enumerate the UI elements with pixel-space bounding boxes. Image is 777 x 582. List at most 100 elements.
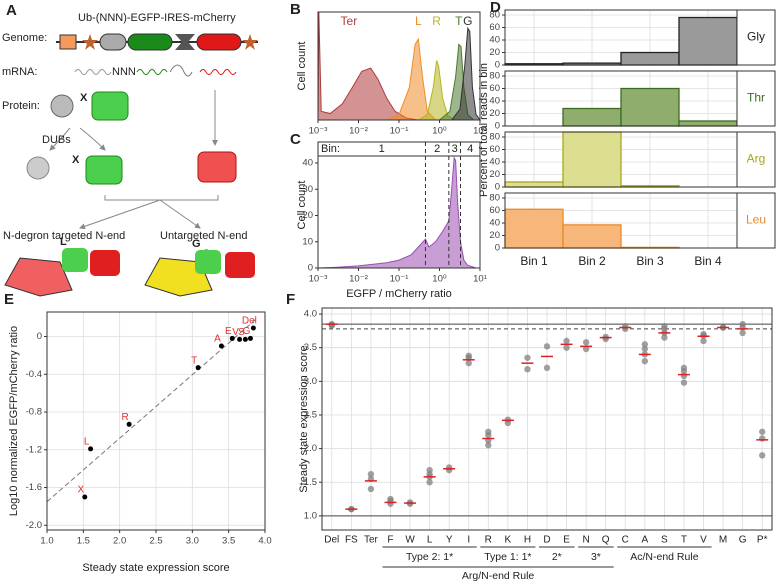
point — [641, 341, 649, 348]
y-tick-label: 2.5 — [304, 409, 317, 420]
x-tick-label: P* — [757, 535, 768, 546]
x-tick-label: W — [405, 535, 415, 546]
bar — [504, 208, 564, 249]
construct-label: Ub-(NNN)-EGFP-IRES-mCherry — [78, 12, 236, 24]
facet-label: Gly — [747, 30, 765, 44]
diagram-a: A Genome: Ub-(NNN)-EGFP-IRES-mCherry mRN… — [2, 2, 258, 297]
x-tick-label: K — [505, 535, 512, 546]
mrna-label: mRNA: — [2, 66, 37, 78]
bin-name: 3 — [452, 143, 458, 155]
x-tick-label: 2.0 — [113, 536, 126, 547]
facet-label: Arg — [747, 152, 766, 166]
point — [445, 464, 453, 471]
point — [367, 485, 375, 493]
series-label: Ter — [341, 14, 358, 28]
bar — [562, 107, 622, 127]
bin-title: Bin: — [321, 143, 340, 155]
y-axis-label: Percent of total reads in bin — [478, 63, 490, 197]
density-area — [317, 156, 477, 269]
x-tick-label: D — [543, 535, 550, 546]
x-tick-label: F — [387, 535, 393, 546]
point-label: V — [232, 327, 239, 338]
mrna-wave — [199, 69, 237, 75]
y-tick-label: 20 — [489, 230, 500, 241]
series-label: T — [455, 14, 463, 28]
y-tick-label: 0 — [37, 331, 42, 342]
y-tick-label: 0 — [495, 121, 500, 132]
point-label: Del — [242, 316, 257, 327]
star — [242, 34, 258, 50]
point — [465, 359, 472, 367]
x-tick-label: H — [524, 535, 531, 546]
untargeted-label: Untargeted N-end — [160, 230, 247, 242]
point — [426, 479, 433, 486]
mcherry-protein — [197, 151, 237, 183]
point-label: A — [214, 334, 221, 345]
x-tick-label: 1.0 — [40, 536, 53, 547]
point — [387, 495, 394, 503]
y-tick-label: 3.5 — [304, 342, 317, 353]
y-tick-label: -2.0 — [26, 520, 42, 531]
series-label: L — [415, 14, 422, 28]
mrna-wave — [74, 69, 112, 75]
x-tick-label: Y — [446, 535, 453, 546]
point — [88, 446, 94, 452]
x-tick-label: N — [583, 535, 590, 546]
x-tick-label: 1.5 — [77, 536, 90, 547]
bracket — [104, 195, 219, 201]
y-tick-label: 60 — [489, 83, 500, 94]
panel-letter: B — [290, 1, 301, 18]
x-tick-label: 10⁰ — [432, 274, 447, 285]
y-tick-label: 4.0 — [304, 309, 317, 320]
point — [661, 322, 668, 330]
point — [543, 343, 551, 350]
bin-name: 4 — [467, 143, 473, 155]
x-tick-label: FS — [345, 535, 358, 546]
x-tick-label: Bin 1 — [520, 254, 548, 268]
cell — [4, 257, 73, 297]
point-label: T — [191, 355, 197, 366]
mcherry-gene — [196, 33, 242, 51]
point — [680, 379, 688, 386]
point — [524, 354, 531, 361]
bar — [678, 120, 738, 127]
y-tick-label: 1.0 — [304, 510, 317, 521]
y-tick-label: 20 — [302, 210, 313, 221]
point — [218, 343, 224, 349]
panel-letter: D — [490, 0, 501, 16]
group-label: Ac/N-end Rule — [630, 551, 698, 563]
x-tick-label: Bin 4 — [694, 254, 722, 268]
point — [485, 442, 492, 449]
x-tick-label: Q — [602, 535, 610, 546]
ub-protein — [26, 156, 50, 180]
point — [739, 320, 746, 328]
point-label: G — [243, 326, 251, 337]
y-tick-label: 40 — [489, 96, 500, 107]
point — [759, 428, 766, 435]
ires — [175, 34, 195, 50]
point — [563, 344, 570, 351]
bin-name: 1 — [379, 143, 385, 155]
point-label: E — [225, 326, 232, 337]
y-tick-label: 0 — [495, 60, 500, 71]
bar — [620, 51, 680, 66]
y-tick-label: 0 — [308, 263, 313, 274]
protein-label: Protein: — [2, 100, 40, 112]
facet-strip — [736, 9, 776, 66]
y-tick-label: 40 — [302, 158, 313, 169]
ub-protein — [50, 94, 74, 118]
x-tick-label: T — [681, 535, 687, 546]
bin-name: 2 — [434, 143, 440, 155]
y-tick-label: 30 — [302, 184, 313, 195]
point — [641, 345, 649, 353]
egfp-protein — [62, 248, 88, 272]
x-tick-label: 3.0 — [186, 536, 199, 547]
point — [426, 466, 433, 474]
mrna-wave — [136, 69, 168, 75]
x-tick-label: L — [427, 535, 433, 546]
panel-letter: E — [4, 291, 14, 308]
point — [680, 364, 688, 372]
x-tick-label: 10⁻² — [349, 126, 368, 137]
plot-frame — [321, 307, 773, 531]
